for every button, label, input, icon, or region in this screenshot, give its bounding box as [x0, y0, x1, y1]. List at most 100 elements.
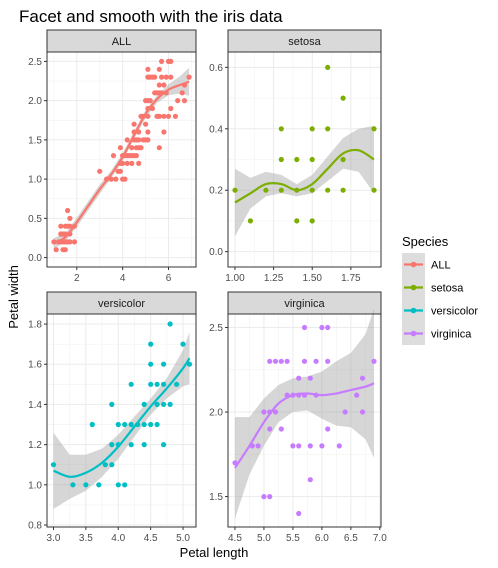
x-tick-label: 3.0: [47, 533, 61, 544]
data-point: [168, 58, 174, 64]
y-tick-label: 0.0: [28, 253, 42, 264]
data-point: [163, 74, 169, 80]
data-point: [141, 421, 147, 428]
legend-label: ALL: [431, 260, 451, 272]
data-point: [319, 324, 325, 331]
data-point: [267, 358, 273, 364]
data-point: [301, 324, 308, 331]
x-tick-label: 7.0: [373, 533, 387, 544]
legend-point: [410, 261, 417, 268]
data-point: [267, 494, 273, 500]
data-point: [53, 247, 59, 253]
data-point: [147, 98, 153, 104]
y-tick-label: 1.0: [28, 480, 42, 491]
legend-point: [410, 330, 417, 337]
data-point: [148, 341, 154, 347]
data-point: [152, 74, 158, 80]
x-tick-label: 4.5: [144, 533, 158, 544]
data-point: [278, 156, 284, 163]
data-point: [124, 137, 130, 143]
data-point: [97, 168, 103, 174]
data-point: [340, 95, 346, 101]
data-point: [58, 223, 64, 229]
data-point: [359, 375, 366, 381]
data-point: [278, 126, 284, 132]
data-point: [159, 74, 165, 80]
data-point: [294, 156, 300, 163]
data-point: [148, 381, 154, 387]
data-point: [50, 462, 57, 468]
data-point: [261, 409, 267, 415]
y-tick-label: 2.5: [28, 57, 42, 68]
y-tick-label: 1.6: [28, 360, 42, 371]
legend-point: [410, 284, 417, 291]
data-point: [175, 98, 181, 104]
data-point: [65, 207, 71, 214]
data-point: [340, 187, 346, 193]
y-tick-label: 1.4: [28, 400, 42, 411]
y-tick-label: 0.4: [209, 124, 223, 135]
x-tick-label: 4.5: [228, 533, 242, 544]
data-point: [62, 247, 68, 253]
facet-panel-setosa: setosa 1.00 1.25 1.50 1.75 0.0 0.2 0.4 0.6: [209, 29, 382, 284]
data-point: [261, 494, 267, 500]
data-point: [145, 113, 151, 119]
data-point: [138, 145, 144, 151]
data-point: [128, 421, 134, 428]
facet-panel-ALL: ALL 2 4 6 0.0 0.5 1.0 1.5 2.0 2.5: [28, 29, 197, 284]
data-point: [278, 358, 284, 364]
data-point: [67, 215, 73, 221]
x-tick-label: 1.25: [264, 273, 284, 284]
data-point: [109, 401, 115, 407]
data-point: [109, 442, 115, 448]
data-point: [309, 156, 315, 163]
legend-item-virginica: virginica: [402, 322, 472, 345]
data-point: [340, 156, 346, 163]
data-point: [167, 401, 173, 407]
confidence-band: [235, 125, 374, 237]
x-tick-label: 2: [74, 273, 80, 284]
data-point: [296, 510, 302, 517]
panel-border: [227, 51, 382, 268]
data-point: [255, 443, 261, 449]
data-point: [159, 58, 165, 64]
data-point: [131, 121, 137, 127]
data-point: [115, 482, 121, 488]
y-tick-label: 0.2: [209, 186, 223, 197]
smooth-line: [53, 80, 190, 245]
data-point: [168, 74, 174, 80]
data-point: [83, 482, 89, 488]
data-point: [278, 426, 284, 432]
data-point: [124, 160, 130, 166]
confidence-band: [53, 332, 190, 509]
data-point: [263, 187, 269, 193]
panel-border: [46, 51, 197, 268]
legend-point: [410, 307, 417, 314]
legend-item-ALL: ALL: [402, 253, 451, 276]
data-point: [301, 358, 308, 364]
x-axis-label: Petal length: [180, 545, 249, 560]
data-point: [309, 187, 315, 193]
facet-strip-label: setosa: [288, 36, 321, 48]
y-tick-label: 0.6: [209, 63, 223, 74]
x-tick-label: 1.75: [341, 273, 361, 284]
data-point: [272, 358, 279, 364]
legend-item-setosa: setosa: [402, 276, 464, 299]
data-point: [148, 421, 154, 428]
data-point: [102, 462, 108, 468]
y-tick-label: 0.5: [28, 214, 42, 225]
data-point: [319, 443, 325, 449]
data-point: [154, 381, 160, 387]
data-point: [325, 187, 331, 193]
data-point: [186, 74, 192, 80]
confidence-band: [235, 308, 374, 519]
facet-strip-label: versicolor: [98, 298, 145, 310]
y-tick-label: 1.0: [28, 175, 42, 186]
y-tick-label: 2.5: [209, 323, 223, 334]
data-point: [313, 358, 319, 364]
data-point: [354, 392, 360, 398]
x-tick-label: 6: [166, 273, 172, 284]
data-point: [296, 375, 302, 381]
chart-title: Facet and smooth with the iris data: [19, 7, 283, 26]
